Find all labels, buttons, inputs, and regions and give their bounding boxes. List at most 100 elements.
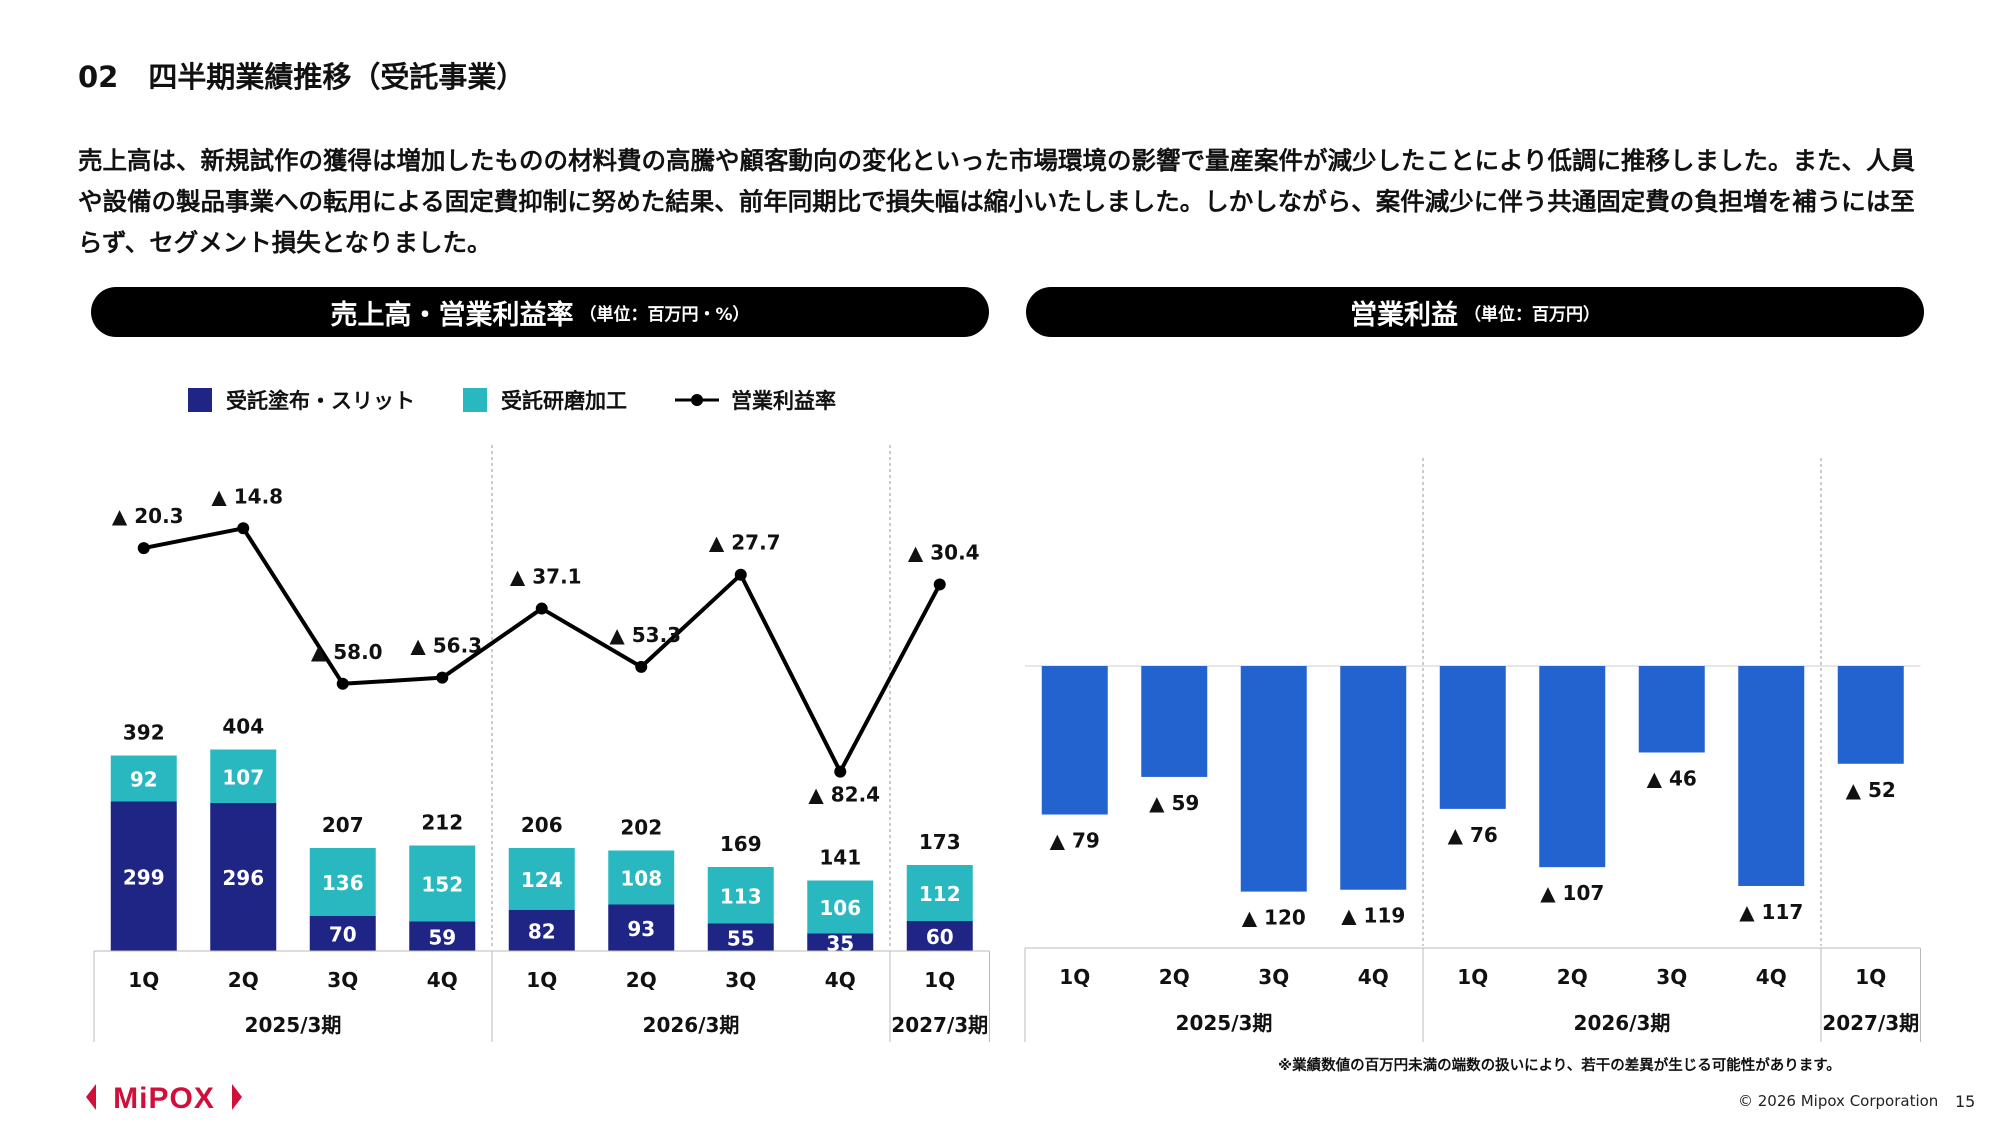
x-tick-label: 2Q [626, 968, 657, 992]
profit-bar-label: ▲ 59 [1149, 791, 1199, 815]
x-tick-label: 2Q [228, 968, 259, 992]
margin-point [834, 765, 847, 778]
margin-point [137, 542, 150, 555]
profit-bar-label: ▲ 107 [1540, 881, 1604, 905]
legend-item-coating: 受託塗布・スリット [188, 385, 415, 415]
bar-label-polishing: 108 [620, 867, 662, 891]
x-tick-label: 3Q [327, 968, 358, 992]
margin-point [635, 660, 648, 673]
svg-text:MiPOX: MiPOX [113, 1082, 215, 1114]
profit-chart-header: 営業利益 （単位：百万円） [1026, 287, 1924, 337]
x-tick-label: 4Q [1358, 965, 1389, 989]
x-tick-label: 1Q [1059, 965, 1090, 989]
margin-label: ▲ 82.4 [808, 783, 880, 807]
x-tick-label: 1Q [526, 968, 557, 992]
legend-label-margin: 営業利益率 [731, 389, 836, 413]
bar-total-label: 169 [720, 832, 762, 856]
profit-bar [1539, 666, 1606, 868]
x-tick-label: 2Q [1159, 965, 1190, 989]
bar-label-polishing: 136 [322, 871, 364, 895]
bar-coating-slit [906, 921, 973, 951]
page-title: 02 四半期業績推移（受託事業） [78, 54, 525, 96]
profit-bar [1141, 666, 1208, 777]
profit-bar-label: ▲ 52 [1846, 778, 1896, 802]
profit-chart-title: 営業利益 [1350, 299, 1458, 331]
x-tick-label: 4Q [825, 968, 856, 992]
section-title: 四半期業績推移（受託事業） [148, 60, 526, 94]
x-tick-label: 3Q [725, 968, 756, 992]
bar-polishing [508, 848, 575, 910]
x-tick-label: 1Q [128, 968, 159, 992]
profit-bar [1837, 666, 1904, 764]
bar-coating-slit [707, 923, 774, 951]
page-number: 15 [1955, 1092, 1976, 1111]
margin-label: ▲ 53.3 [609, 623, 681, 647]
bar-total-label: 207 [322, 813, 364, 837]
margin-label: ▲ 14.8 [211, 484, 283, 508]
period-label: 2026/3期 [643, 1013, 740, 1037]
bar-label-coating-slit: 60 [926, 925, 954, 949]
bar-total-label: 392 [123, 721, 165, 745]
bar-total-label: 173 [919, 830, 961, 854]
x-tick-label: 1Q [1457, 965, 1488, 989]
x-tick-label: 4Q [1756, 965, 1787, 989]
bar-polishing [807, 880, 874, 934]
bar-label-polishing: 92 [130, 768, 158, 792]
margin-point [237, 522, 250, 535]
profit-bar-label: ▲ 46 [1647, 766, 1697, 790]
margin-point [933, 578, 946, 591]
x-tick-label: 3Q [1656, 965, 1687, 989]
profit-bar [1439, 666, 1506, 809]
margin-label: ▲ 56.3 [410, 634, 482, 658]
bar-coating-slit [807, 933, 874, 951]
bar-total-label: 141 [819, 846, 861, 870]
description-text: 売上高は、新規試作の獲得は増加したものの材料費の高騰や顧客動向の変化といった市場… [78, 146, 1916, 257]
bar-label-polishing: 107 [222, 765, 264, 789]
legend-item-margin: 営業利益率 [675, 385, 836, 415]
bar-coating-slit [110, 801, 177, 951]
bar-label-coating-slit: 35 [826, 931, 854, 955]
bar-total-label: 202 [620, 816, 662, 840]
bar-coating-slit [508, 910, 575, 951]
legend-label-coating: 受託塗布・スリット [226, 389, 415, 413]
bar-label-coating-slit: 296 [222, 866, 264, 890]
bar-label-polishing: 106 [819, 896, 861, 920]
profit-bar [1041, 666, 1108, 815]
x-tick-label: 4Q [427, 968, 458, 992]
profit-bar [1340, 666, 1407, 890]
footnote: ※業績数値の百万円未満の端数の扱いにより、若干の差異が生じる可能性があります。 [1278, 1058, 1841, 1074]
legend-item-polishing: 受託研磨加工 [463, 385, 627, 415]
bar-label-polishing: 113 [720, 884, 762, 908]
bar-coating-slit [409, 921, 476, 951]
x-tick-label: 3Q [1258, 965, 1289, 989]
bar-total-label: 206 [521, 813, 563, 837]
legend-swatch-polishing [463, 388, 487, 412]
bar-polishing [210, 749, 277, 803]
bar-label-polishing: 112 [919, 882, 961, 906]
profit-bar-label: ▲ 120 [1242, 906, 1306, 930]
bar-label-coating-slit: 82 [528, 920, 556, 944]
margin-point [535, 602, 548, 615]
bar-label-coating-slit: 59 [428, 925, 456, 949]
period-label: 2025/3期 [1176, 1011, 1273, 1035]
margin-label: ▲ 30.4 [908, 540, 980, 564]
bar-label-coating-slit: 93 [627, 917, 655, 941]
bar-polishing [906, 865, 973, 921]
copyright-text: © 2026 Mipox Corporation [1738, 1092, 1939, 1110]
profit-bar [1738, 666, 1805, 886]
profit-bar-label: ▲ 76 [1448, 823, 1498, 847]
x-tick-label: 1Q [924, 968, 955, 992]
profit-chart-unit: （単位：百万円） [1464, 304, 1600, 325]
bar-label-coating-slit: 55 [727, 926, 755, 950]
profit-bar [1240, 666, 1307, 892]
bar-coating-slit [309, 916, 376, 951]
section-number: 02 [78, 60, 119, 94]
bar-coating-slit [210, 803, 277, 951]
bar-polishing [309, 848, 376, 916]
margin-point [734, 568, 747, 581]
bar-coating-slit [608, 904, 675, 951]
profit-bar-label: ▲ 119 [1341, 904, 1405, 928]
period-label: 2026/3期 [1574, 1011, 1671, 1035]
bar-label-coating-slit: 70 [329, 923, 357, 947]
